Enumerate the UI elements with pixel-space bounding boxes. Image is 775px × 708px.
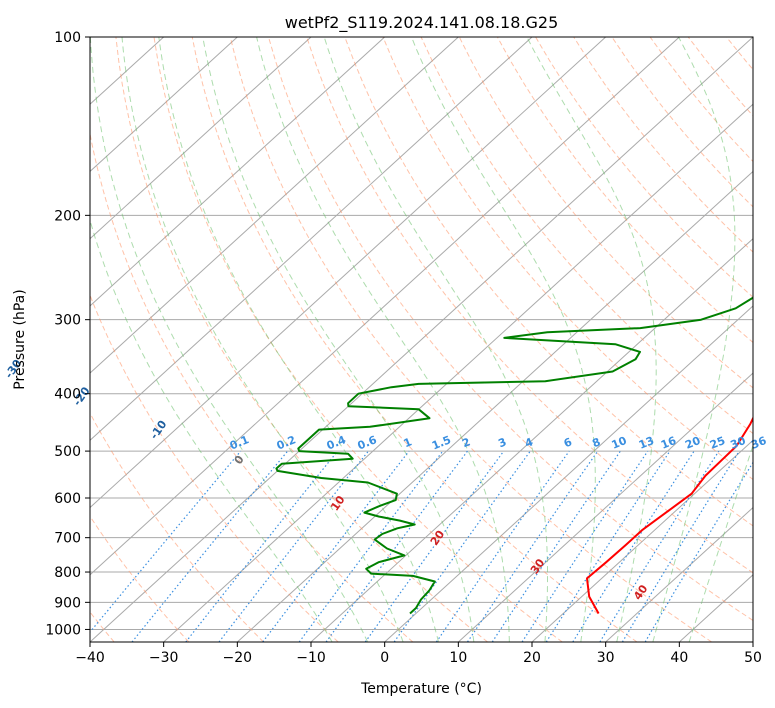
mixing-ratio-line [262, 450, 410, 642]
x-tick-label: 10 [449, 650, 467, 666]
mixing-ratio-label: 30 [728, 434, 747, 452]
mixing-ratio-line [298, 450, 444, 642]
reference-lines [90, 37, 753, 642]
isotherm-line [90, 37, 238, 173]
x-axis-label: Temperature (°C) [360, 681, 482, 697]
y-tick-label: 600 [54, 491, 81, 507]
x-tick-label: 0 [380, 650, 389, 666]
temperature-profile-line [586, 416, 753, 614]
y-tick-label: 100 [54, 30, 81, 46]
mixing-ratio-line [491, 450, 621, 642]
dry-adiabat-line [229, 37, 712, 642]
x-axis: −40 −30 −20 −10 0 10 20 30 40 50 [75, 642, 762, 666]
mixing-ratio-label: 10 [610, 434, 629, 452]
moist-adiabat-line [323, 37, 548, 642]
mixing-ratio-line [435, 450, 570, 642]
dry-adiabat-line [191, 37, 638, 642]
mixing-ratio-label: 3 [496, 435, 508, 450]
moist-adiabat-line [90, 37, 369, 642]
x-tick-label: −10 [296, 650, 326, 666]
dry-adiabat-line [268, 37, 753, 622]
y-tick-label: 300 [54, 313, 81, 329]
isotherm-line [90, 37, 312, 240]
moist-adiabat-line [688, 443, 753, 642]
dry-adiabat-line [344, 37, 753, 527]
y-tick-label: 1000 [45, 622, 81, 638]
isotherm-line [457, 372, 753, 642]
isotherm-line [236, 170, 753, 642]
moist-adiabat-line [90, 218, 333, 642]
mixing-ratio-line [621, 450, 740, 642]
mixing-ratio-label: 25 [708, 434, 727, 452]
mixing-ratio-line [325, 450, 468, 642]
y-tick-label: 900 [54, 595, 81, 611]
isotherm-line [384, 305, 753, 642]
isotherm-line [90, 37, 607, 509]
mixing-ratio-label: 13 [637, 434, 656, 452]
mixing-ratio-label: 2 [460, 435, 472, 450]
x-tick-label: −30 [149, 650, 179, 666]
mixing-ratio-label: 8 [590, 435, 602, 450]
mixing-ratio-line [364, 450, 505, 642]
x-tick-label: 20 [523, 650, 541, 666]
chart-title: wetPf2_S119.2024.141.08.18.G25 [285, 13, 559, 33]
dry-adiabat-line [535, 37, 753, 298]
isotherm-line [90, 37, 680, 576]
isotherm-line [90, 37, 753, 642]
y-tick-label: 200 [54, 208, 81, 224]
mixing-ratio-label: 1 [402, 435, 414, 450]
y-tick-label: 800 [54, 565, 81, 581]
dry-adiabat-line [90, 412, 264, 642]
isotherm-line [163, 103, 753, 642]
isotherm-line [531, 439, 753, 642]
mixing-ratio-line [572, 450, 695, 642]
dry-adiabat-line [115, 37, 488, 642]
y-tick-label: 500 [54, 444, 81, 460]
moist-adiabat-line [158, 37, 439, 642]
mixing-ratio-line [393, 450, 531, 642]
mixing-ratio-label: 16 [659, 434, 678, 452]
x-tick-label: 40 [670, 650, 688, 666]
y-axis-label: Pressure (hPa) [12, 289, 28, 389]
dry-adiabat-line [496, 37, 753, 344]
dry-adiabat-line [306, 37, 753, 574]
isotherm-line [90, 37, 386, 307]
moist-adiabat-line [652, 37, 736, 642]
isotherm-line [605, 506, 753, 642]
y-axis: 100 200 300 400 500 600 700 800 900 1000 [45, 30, 90, 638]
moist-adiabat-line [202, 37, 475, 642]
mixing-ratio-label: 36 [749, 434, 768, 452]
dry-adiabat-line [382, 37, 753, 481]
dry-adiabat-line [420, 37, 753, 435]
dry-adiabat-line [90, 131, 414, 642]
moist-adiabat-line [411, 37, 596, 642]
mixing-ratio-line [521, 450, 649, 642]
mixing-ratio-line [90, 450, 242, 633]
y-tick-label: 400 [54, 387, 81, 403]
x-tick-label: −20 [223, 650, 253, 666]
dewpoint-profile-line [275, 296, 753, 615]
mixing-ratio-line [185, 450, 339, 642]
x-tick-label: 50 [744, 650, 762, 666]
y-tick-label: 700 [54, 531, 81, 547]
moist-adiabat-line [121, 37, 404, 642]
isotherm-line [90, 37, 533, 442]
dry-adiabat-line [153, 37, 563, 642]
x-tick-label: −40 [75, 650, 105, 666]
isotherm-line [90, 37, 459, 374]
moist-adiabat-line [256, 37, 510, 642]
mixing-ratio-label: 20 [683, 434, 702, 452]
mixing-ratio-line [545, 450, 671, 642]
mixing-ratio-line [131, 450, 289, 642]
x-tick-label: 30 [597, 650, 615, 666]
plot-frame [89, 36, 754, 643]
mixing-ratio-line [466, 450, 599, 642]
profile-series [275, 296, 753, 615]
